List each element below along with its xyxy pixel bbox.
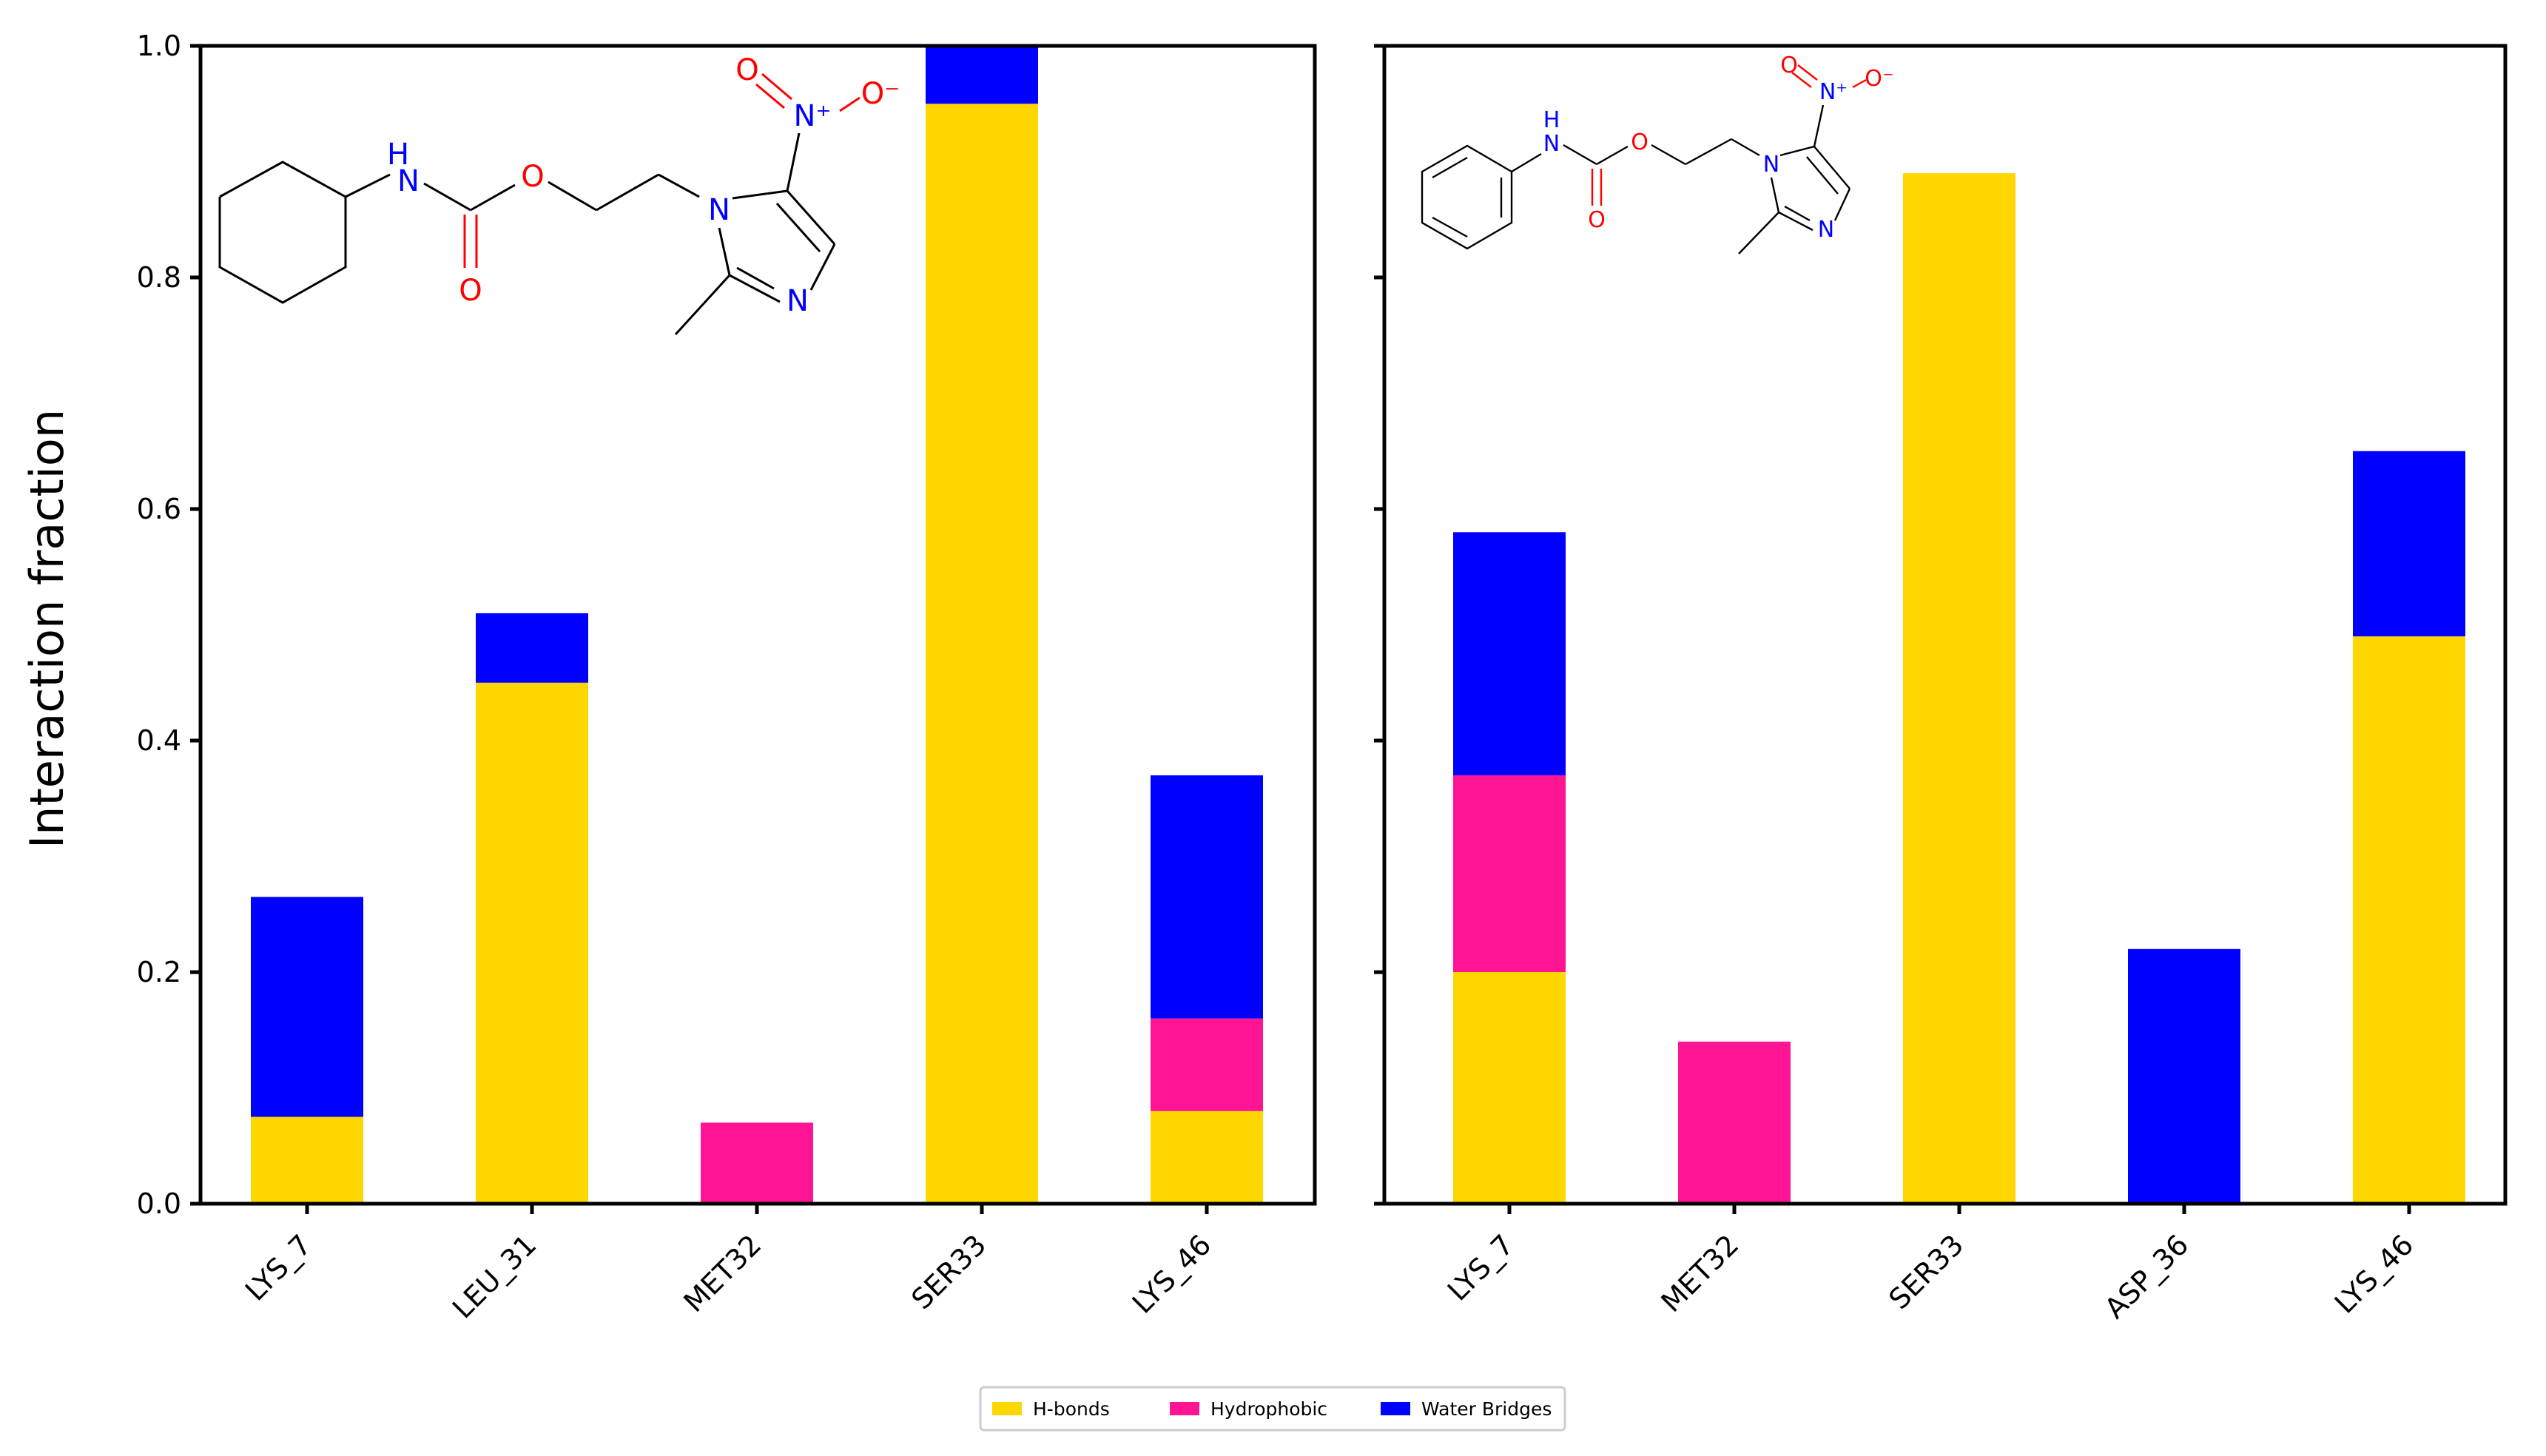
y-tick-label: 0.8 [137,261,181,294]
left-x-tick-label-lys-7: LYS_7 [239,1228,318,1307]
left-bar-ser33-h-bonds [926,104,1038,1204]
left-bar-ser33-water-bridges [926,46,1038,104]
right-mol-o-nitro2: O⁻ [1865,66,1893,92]
right-mol-n-ring3: N [1818,217,1834,243]
right-x-ticks: LYS_7 MET32 SER33 ASP_36 LYS_46 [1441,1204,2420,1325]
right-bar-lys-7-water-bridges [1453,532,1566,775]
left-y-ticks: 0.0 0.2 0.4 0.6 0.8 1.0 [137,30,201,1220]
right-bar-ser33-h-bonds [1903,173,2015,1204]
y-tick-label: 0.4 [137,724,181,757]
left-x-tick-label-met32: MET32 [677,1228,767,1318]
legend-label-h-bonds: H-bonds [1033,1398,1110,1420]
right-bar-lys-7-h-bonds [1453,972,1566,1204]
right-mol-o-carbonyl: O [1588,207,1606,233]
left-mol-o-nitro2: O⁻ [861,77,900,111]
right-y-ticks [1374,44,1384,1206]
legend-swatch-hydrophobic [1170,1402,1199,1415]
y-tick-label: 0.0 [137,1187,181,1220]
y-axis-label: Interaction fraction [20,409,74,849]
right-molecule-structure: H N O O N N N⁺ O O⁻ [1421,53,1894,255]
right-bar-asp-36-water-bridges [2128,948,2240,1204]
left-bar-met32-hydrophobic [701,1122,813,1204]
right-panel: LYS_7 MET32 SER33 ASP_36 LYS_46 H N O O N N [1374,44,2508,1325]
right-bar-lys-46-h-bonds [2353,636,2465,1204]
y-tick-label: 0.2 [137,956,181,988]
left-mol-o-carbonyl: O [459,274,482,308]
left-bar-lys-46-h-bonds [1151,1110,1263,1204]
right-mol-o-ester: O [1631,129,1648,155]
right-plot-frame [1382,44,2508,1206]
right-mol-n-nitro: N⁺ [1819,79,1848,105]
y-tick-label: 0.6 [137,493,181,525]
left-molecule-structure: H N O O N N N⁺ O O⁻ [218,53,900,336]
right-x-tick-label-lys-46: LYS_46 [2328,1228,2420,1320]
left-mol-o-nitro1: O [735,53,758,87]
right-x-tick-label-ser33: SER33 [1882,1228,1970,1315]
left-bar-leu-31-h-bonds [476,682,588,1204]
left-bar-lys-46-water-bridges [1151,775,1263,1019]
left-bar-leu-31-water-bridges [476,613,588,683]
legend-swatch-h-bonds [992,1402,1022,1415]
legend-swatch-water-bridges [1381,1402,1410,1415]
right-x-tick-label-asp-36: ASP_36 [2098,1228,2195,1324]
right-mol-h: H [1543,107,1560,133]
left-mol-n-nitro: N⁺ [793,99,831,133]
left-mol-n-amide: N [397,164,420,198]
left-x-ticks: LYS_7 LEU_31 MET32 SER33 LYS_46 [239,1204,1218,1325]
left-x-tick-label-lys-46: LYS_46 [1126,1228,1218,1320]
legend: H-bonds Hydrophobic Water Bridges [979,1386,1566,1432]
right-bar-met32-hydrophobic [1678,1041,1791,1204]
right-x-tick-label-lys-7: LYS_7 [1441,1228,1520,1307]
left-plot-frame [198,44,1317,1206]
left-mol-n-ring1: N [708,193,730,227]
left-panel: 0.0 0.2 0.4 0.6 0.8 1.0 LYS_7 LEU_31 MET32 SER33… [137,30,1317,1325]
right-bar-lys-46-water-bridges [2353,451,2465,637]
left-bars [251,46,1263,1204]
legend-label-water-bridges: Water Bridges [1421,1398,1552,1420]
right-mol-n-ring1: N [1763,152,1779,178]
right-mol-n-amide: N [1543,131,1560,157]
right-mol-o-nitro1: O [1780,53,1798,78]
y-tick-label: 1.0 [137,30,181,62]
left-bar-lys-7-water-bridges [251,897,363,1117]
right-x-tick-label-met32: MET32 [1654,1228,1745,1318]
right-bar-lys-7-hydrophobic [1453,775,1566,972]
left-bar-lys-46-hydrophobic [1151,1018,1263,1111]
right-bars [1453,173,2465,1204]
left-bar-lys-7-h-bonds [251,1116,363,1204]
legend-label-hydrophobic: Hydrophobic [1210,1398,1327,1420]
legend-frame [979,1386,1566,1432]
left-mol-h: H [387,138,409,172]
left-x-tick-label-ser33: SER33 [905,1228,992,1315]
left-mol-o-ester: O [521,160,544,194]
left-x-tick-label-leu-31: LEU_31 [446,1228,542,1324]
left-mol-n-ring3: N [787,284,809,318]
